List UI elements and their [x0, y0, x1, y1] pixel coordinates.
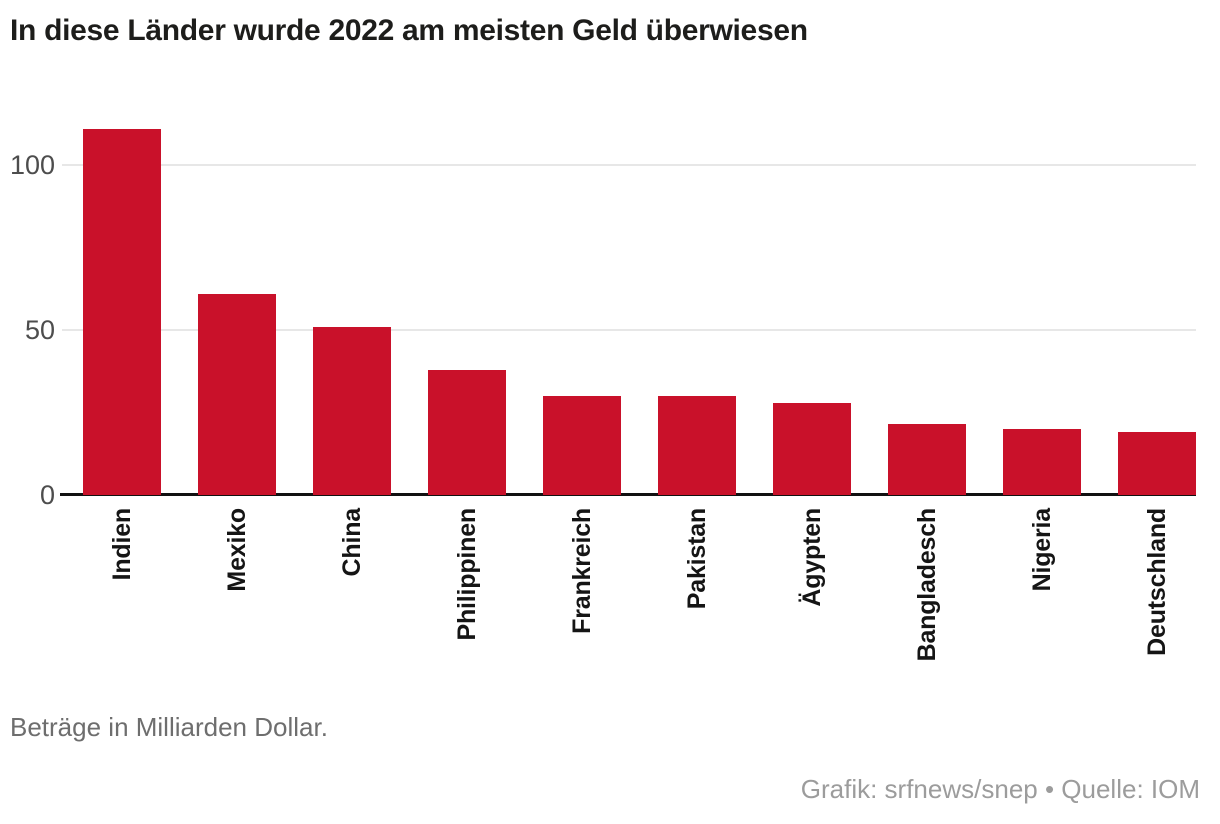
x-axis-label-pakistan: Pakistan	[683, 508, 711, 610]
x-axis-label-deutschland: Deutschland	[1143, 508, 1171, 656]
bar-pakistan	[658, 396, 736, 495]
bar-frankreich	[543, 396, 621, 495]
x-axis-line	[60, 493, 1196, 496]
bar-bangladesch	[888, 424, 966, 495]
chart-unit-note: Beträge in Milliarden Dollar.	[10, 712, 328, 742]
y-tick-label-50: 50	[24, 315, 55, 345]
y-tick-label-100: 100	[9, 150, 55, 180]
x-axis-label-ägypten: Ägypten	[798, 508, 826, 607]
x-axis-label-frankreich: Frankreich	[568, 508, 596, 634]
x-axis-label-indien: Indien	[108, 508, 136, 581]
bar-philippinen	[428, 369, 506, 495]
chart-title: In diese Länder wurde 2022 am meisten Ge…	[10, 14, 808, 47]
x-axis-label-bangladesch: Bangladesch	[913, 508, 941, 662]
bar-indien	[83, 128, 161, 495]
x-axis-label-nigeria: Nigeria	[1028, 508, 1056, 592]
gridline-50	[62, 329, 1196, 331]
bar-ägypten	[773, 402, 851, 495]
x-axis-label-mexiko: Mexiko	[223, 508, 251, 592]
y-tick-label-0: 0	[39, 480, 55, 510]
bar-nigeria	[1003, 429, 1081, 495]
gridline-100	[62, 164, 1196, 166]
bar-deutschland	[1118, 432, 1196, 495]
bar-china	[313, 326, 391, 495]
x-axis-label-china: China	[338, 508, 366, 577]
bar-mexiko	[198, 293, 276, 495]
x-axis-label-philippinen: Philippinen	[453, 508, 481, 641]
chart-credit-source: Grafik: srfnews/snep • Quelle: IOM	[800, 774, 1200, 804]
